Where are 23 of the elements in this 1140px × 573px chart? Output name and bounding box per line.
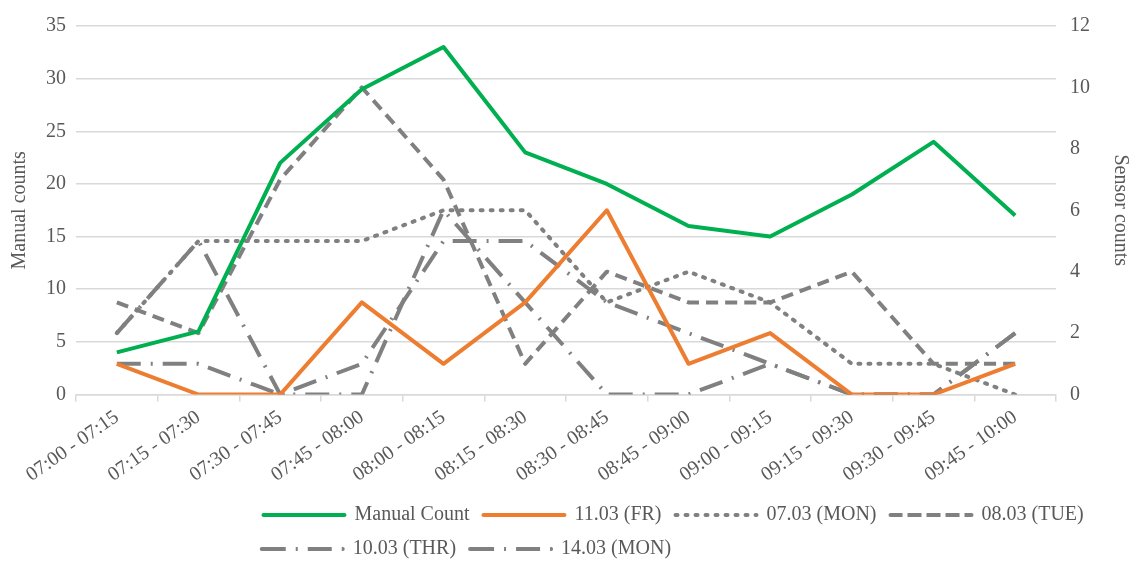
y-tick-label: 10 bbox=[46, 276, 66, 299]
y-tick-label: 0 bbox=[56, 381, 66, 404]
y2-tick-label: 6 bbox=[1070, 197, 1080, 220]
y2-tick-label: 8 bbox=[1070, 136, 1080, 159]
y2-axis-title: Sensor counts bbox=[1110, 154, 1133, 267]
y-axis-title: Manual counts bbox=[7, 150, 30, 270]
y-tick-label: 15 bbox=[46, 223, 66, 246]
y2-tick-label: 0 bbox=[1070, 381, 1080, 404]
y-tick-label: 5 bbox=[56, 329, 66, 352]
y2-tick-label: 2 bbox=[1070, 320, 1080, 343]
y-tick-label: 20 bbox=[46, 171, 66, 194]
y2-tick-label: 12 bbox=[1070, 13, 1090, 36]
legend-label: 08.03 (TUE) bbox=[981, 502, 1084, 526]
y2-tick-label: 4 bbox=[1070, 258, 1080, 281]
y-tick-label: 30 bbox=[46, 65, 66, 88]
y-tick-label: 25 bbox=[46, 118, 66, 141]
legend-label: 10.03 (THR) bbox=[352, 536, 457, 560]
legend-label: 14.03 (MON) bbox=[561, 536, 672, 560]
y-tick-label: 35 bbox=[46, 13, 66, 36]
legend-label: Manual Count bbox=[354, 502, 470, 525]
y2-tick-label: 10 bbox=[1070, 74, 1090, 97]
legend-label: 07.03 (MON) bbox=[766, 502, 877, 526]
legend-label: 11.03 (FR) bbox=[574, 502, 662, 526]
